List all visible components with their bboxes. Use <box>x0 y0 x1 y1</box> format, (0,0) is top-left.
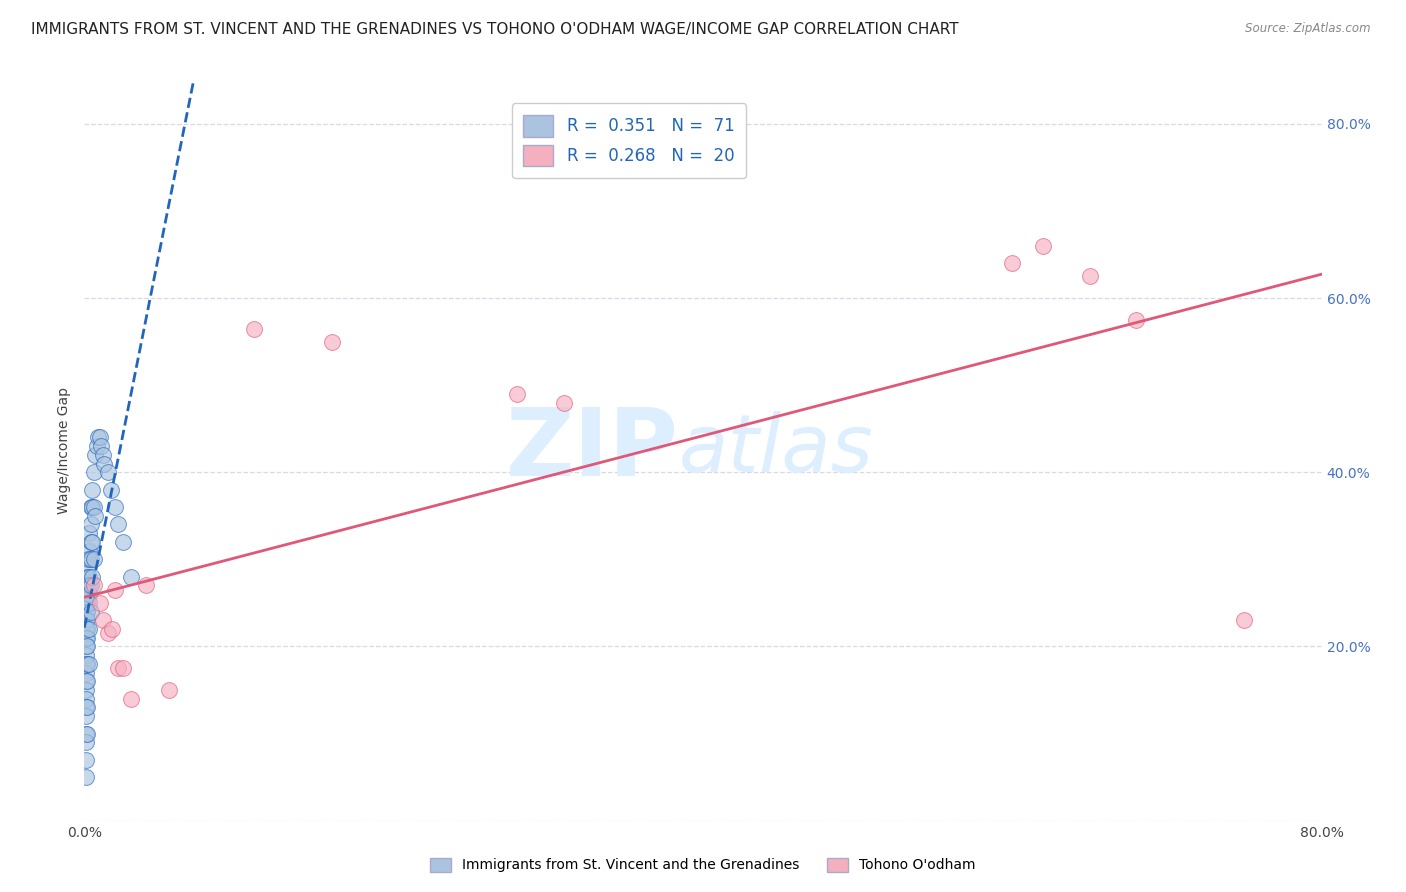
Y-axis label: Wage/Income Gap: Wage/Income Gap <box>58 387 72 514</box>
Point <box>553 395 575 409</box>
Point <box>75 657 97 671</box>
Point <box>75 674 97 689</box>
Point <box>77 543 100 558</box>
Point <box>75 648 97 662</box>
Point <box>75 640 97 654</box>
Point <box>112 661 135 675</box>
Point <box>75 665 97 680</box>
Point <box>75 700 97 714</box>
Point <box>75 709 97 723</box>
Point <box>77 526 100 541</box>
Point <box>91 448 114 462</box>
Text: ZIP: ZIP <box>505 404 678 497</box>
Point <box>75 735 97 749</box>
Point <box>93 457 115 471</box>
Point <box>77 587 100 601</box>
Point <box>82 483 104 497</box>
Point <box>75 770 97 784</box>
Point <box>77 622 100 636</box>
Point <box>321 334 343 349</box>
Point <box>75 613 97 627</box>
Point <box>107 661 129 675</box>
Point <box>79 535 101 549</box>
Point <box>75 726 97 740</box>
Point <box>75 605 97 619</box>
Point <box>89 430 111 444</box>
Point <box>76 700 98 714</box>
Point <box>107 517 129 532</box>
Point <box>75 596 97 610</box>
Point <box>79 578 101 592</box>
Point <box>89 596 111 610</box>
Point <box>84 508 107 523</box>
Point <box>79 605 101 619</box>
Text: atlas: atlas <box>678 411 873 490</box>
Point <box>1125 313 1147 327</box>
Point <box>104 500 127 514</box>
Point <box>159 683 180 698</box>
Legend: R =  0.351   N =  71, R =  0.268   N =  20: R = 0.351 N = 71, R = 0.268 N = 20 <box>512 103 747 178</box>
Point <box>75 631 97 645</box>
Point <box>135 578 157 592</box>
Point <box>1078 269 1101 284</box>
Point <box>76 657 98 671</box>
Point <box>77 596 100 610</box>
Point <box>83 552 105 566</box>
Point <box>82 535 104 549</box>
Point <box>243 321 266 335</box>
Legend: Immigrants from St. Vincent and the Grenadines, Tohono O'odham: Immigrants from St. Vincent and the Gren… <box>425 852 981 878</box>
Point <box>1233 613 1256 627</box>
Point <box>79 552 101 566</box>
Point <box>75 753 97 767</box>
Point <box>76 631 98 645</box>
Point <box>83 465 105 479</box>
Point <box>91 613 114 627</box>
Point <box>76 613 98 627</box>
Point <box>120 570 142 584</box>
Point <box>83 578 105 592</box>
Point <box>76 596 98 610</box>
Point <box>75 587 97 601</box>
Point <box>90 439 112 453</box>
Point <box>100 483 122 497</box>
Point <box>84 448 107 462</box>
Point <box>75 622 97 636</box>
Point <box>76 578 98 592</box>
Point <box>120 691 142 706</box>
Point <box>77 552 100 566</box>
Point <box>75 683 97 698</box>
Point <box>76 640 98 654</box>
Point <box>506 387 529 401</box>
Point <box>104 582 127 597</box>
Point <box>82 570 104 584</box>
Point <box>96 465 118 479</box>
Point <box>76 674 98 689</box>
Point <box>76 570 98 584</box>
Point <box>1001 256 1024 270</box>
Point <box>87 430 110 444</box>
Text: IMMIGRANTS FROM ST. VINCENT AND THE GRENADINES VS TOHONO O'ODHAM WAGE/INCOME GAP: IMMIGRANTS FROM ST. VINCENT AND THE GREN… <box>31 22 959 37</box>
Point <box>83 500 105 514</box>
Point <box>76 552 98 566</box>
Point <box>76 726 98 740</box>
Point <box>1032 239 1054 253</box>
Point <box>76 587 98 601</box>
Point <box>77 578 100 592</box>
Point <box>79 517 101 532</box>
Point <box>82 500 104 514</box>
Point <box>75 578 97 592</box>
Point <box>96 626 118 640</box>
Point <box>112 535 135 549</box>
Point <box>79 500 101 514</box>
Point <box>86 439 108 453</box>
Point <box>76 622 98 636</box>
Text: Source: ZipAtlas.com: Source: ZipAtlas.com <box>1246 22 1371 36</box>
Point <box>101 622 124 636</box>
Point <box>76 561 98 575</box>
Point <box>77 657 100 671</box>
Point <box>77 570 100 584</box>
Point <box>76 605 98 619</box>
Point <box>75 691 97 706</box>
